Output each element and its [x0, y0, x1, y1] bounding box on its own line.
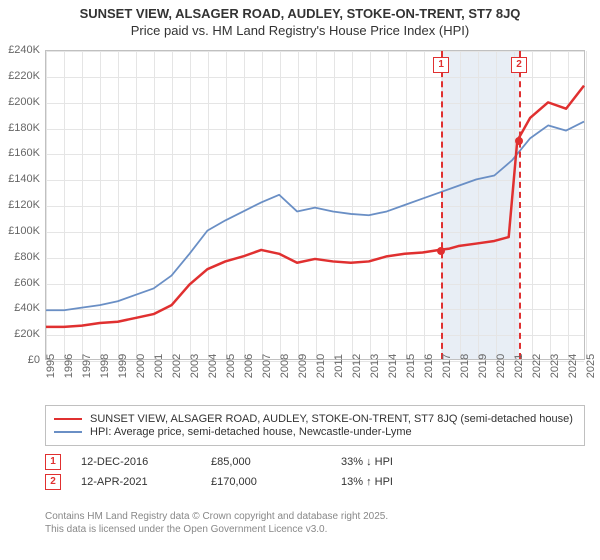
marker-table-badge: 2: [45, 474, 61, 490]
x-axis-label: 2021: [513, 354, 525, 378]
marker-table-badge: 1: [45, 454, 61, 470]
x-axis-label: 2006: [243, 354, 255, 378]
marker-table-price: £170,000: [211, 476, 301, 488]
x-axis-label: 1997: [81, 354, 93, 378]
y-axis-label: £40K: [14, 302, 40, 314]
x-axis-label: 1999: [117, 354, 129, 378]
marker-table-price: £85,000: [211, 456, 301, 468]
x-axis-label: 2000: [135, 354, 147, 378]
legend-label: HPI: Average price, semi-detached house,…: [90, 426, 412, 438]
x-axis-label: 2016: [423, 354, 435, 378]
gridline-vertical: [586, 51, 587, 359]
x-axis-label: 2014: [387, 354, 399, 378]
x-axis-label: 1995: [45, 354, 57, 378]
marker-table-row: 2 12-APR-2021 £170,000 13% ↑ HPI: [45, 474, 585, 490]
x-axis-label: 2001: [153, 354, 165, 378]
x-axis-label: 2012: [351, 354, 363, 378]
y-axis-label: £20K: [14, 328, 40, 340]
y-axis-label: £100K: [8, 225, 40, 237]
legend-swatch: [54, 418, 82, 421]
legend-label: SUNSET VIEW, ALSAGER ROAD, AUDLEY, STOKE…: [90, 413, 573, 425]
y-axis-label: £0: [28, 354, 40, 366]
x-axis-label: 2009: [297, 354, 309, 378]
x-axis-label: 2023: [549, 354, 561, 378]
markers-table: 1 12-DEC-2016 £85,000 33% ↓ HPI 2 12-APR-2021…: [45, 450, 585, 494]
plot-area: 12: [45, 50, 585, 360]
marker-table-delta: 33% ↓ HPI: [341, 456, 431, 468]
x-axis-label: 2003: [189, 354, 201, 378]
x-axis-label: 2018: [459, 354, 471, 378]
legend-swatch: [54, 431, 82, 433]
x-axis-label: 2015: [405, 354, 417, 378]
y-axis-label: £180K: [8, 122, 40, 134]
marker-line: [519, 51, 521, 359]
series-line: [46, 122, 584, 311]
x-axis-label: 1996: [63, 354, 75, 378]
y-axis-label: £200K: [8, 96, 40, 108]
y-axis-label: £140K: [8, 173, 40, 185]
x-axis-label: 2019: [477, 354, 489, 378]
y-axis-label: £220K: [8, 70, 40, 82]
y-axis-label: £160K: [8, 147, 40, 159]
x-axis-label: 1998: [99, 354, 111, 378]
series-line: [46, 86, 584, 327]
x-axis-label: 2002: [171, 354, 183, 378]
marker-badge: 1: [433, 57, 449, 73]
x-axis-label: 2020: [495, 354, 507, 378]
y-axis-label: £120K: [8, 199, 40, 211]
x-axis-label: 2005: [225, 354, 237, 378]
x-axis-label: 2007: [261, 354, 273, 378]
x-axis-label: 2025: [585, 354, 597, 378]
x-axis-label: 2004: [207, 354, 219, 378]
marker-table-date: 12-APR-2021: [81, 476, 171, 488]
footer-line-2: This data is licensed under the Open Gov…: [45, 523, 585, 536]
y-axis-label: £80K: [14, 251, 40, 263]
x-axis: 1995199619971998199920002001200220032004…: [45, 362, 585, 402]
chart-title: SUNSET VIEW, ALSAGER ROAD, AUDLEY, STOKE…: [0, 6, 600, 21]
x-axis-label: 2024: [567, 354, 579, 378]
legend-row: HPI: Average price, semi-detached house,…: [54, 426, 576, 438]
x-axis-label: 2011: [333, 354, 345, 378]
x-axis-label: 2008: [279, 354, 291, 378]
x-axis-label: 2022: [531, 354, 543, 378]
title-block: SUNSET VIEW, ALSAGER ROAD, AUDLEY, STOKE…: [0, 0, 600, 38]
marker-badge: 2: [511, 57, 527, 73]
marker-table-date: 12-DEC-2016: [81, 456, 171, 468]
footer: Contains HM Land Registry data © Crown c…: [45, 510, 585, 536]
x-axis-label: 2010: [315, 354, 327, 378]
y-axis-label: £240K: [8, 44, 40, 56]
chart-subtitle: Price paid vs. HM Land Registry's House …: [0, 23, 600, 38]
y-axis-label: £60K: [14, 277, 40, 289]
legend-row: SUNSET VIEW, ALSAGER ROAD, AUDLEY, STOKE…: [54, 413, 576, 425]
marker-table-row: 1 12-DEC-2016 £85,000 33% ↓ HPI: [45, 454, 585, 470]
x-axis-label: 2017: [441, 354, 453, 378]
y-axis: £0£20K£40K£60K£80K£100K£120K£140K£160K£1…: [0, 50, 42, 360]
chart-lines: [46, 51, 584, 359]
marker-point: [437, 247, 445, 255]
marker-line: [441, 51, 443, 359]
marker-point: [515, 137, 523, 145]
legend: SUNSET VIEW, ALSAGER ROAD, AUDLEY, STOKE…: [45, 405, 585, 446]
marker-table-delta: 13% ↑ HPI: [341, 476, 431, 488]
x-axis-label: 2013: [369, 354, 381, 378]
footer-line-1: Contains HM Land Registry data © Crown c…: [45, 510, 585, 523]
chart-container: SUNSET VIEW, ALSAGER ROAD, AUDLEY, STOKE…: [0, 0, 600, 560]
